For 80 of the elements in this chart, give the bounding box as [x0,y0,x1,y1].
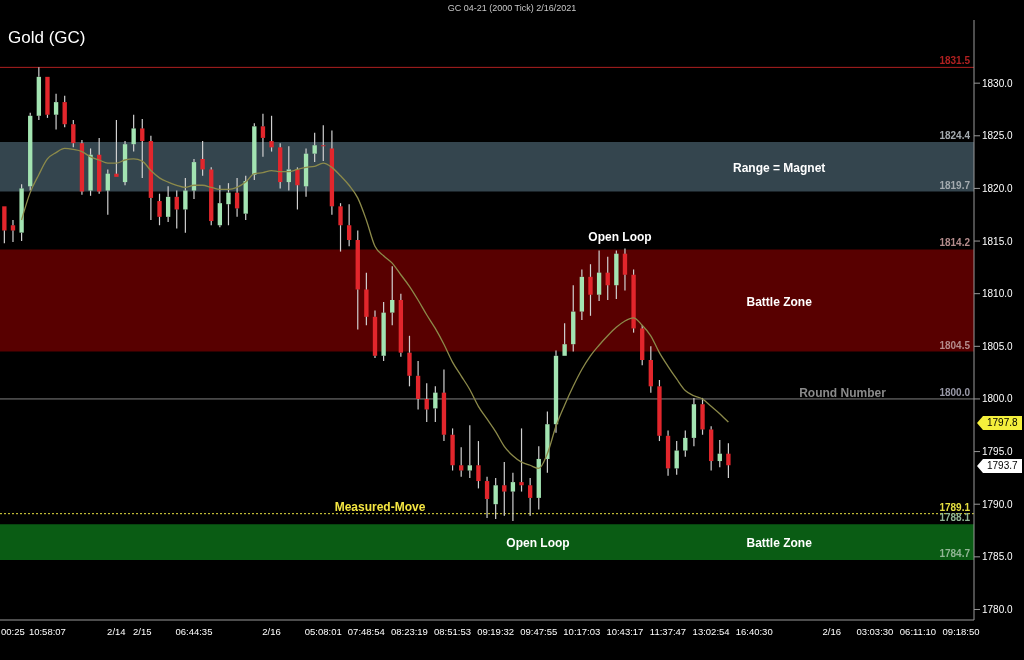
y-tick-label: 1795.0 [982,446,1014,458]
y-tick-label: 1785.0 [982,551,1014,563]
x-tick-label: 2/16 [262,625,281,637]
candlestick [53,93,59,131]
band-label: Battle Zone [746,294,813,309]
candlestick [484,476,490,519]
x-tick-label: 08:51:53 [434,625,472,637]
annotation: 1804.5 [939,339,971,351]
candlestick [346,203,352,247]
candlestick [665,429,671,477]
candlestick [441,368,447,442]
candlestick [631,268,636,334]
candlestick [165,185,171,223]
candlestick [510,472,516,522]
candlestick [260,113,266,158]
text: 1793.7 [983,459,1022,473]
y-tick-label: 1780.0 [982,604,1014,616]
candlestick [596,249,602,302]
annotation: 1831.5 [939,55,971,67]
candlestick [691,397,697,447]
candlestick [553,349,559,434]
candlestick [372,309,378,359]
ref-line-label: Round Number [799,385,887,400]
candlestick [79,139,85,196]
band-label: Range = Magnet [733,160,826,175]
x-tick-label: 07:48:54 [347,625,385,637]
candlestick [622,247,628,292]
annotation: Measured-Move [334,500,426,514]
y-tick-label: 1820.0 [982,182,1014,194]
candlestick [415,360,421,411]
x-tick-label: 05:08:01 [304,625,342,637]
y-tick-label: 1810.0 [982,288,1014,300]
candlestick [10,219,16,243]
chart-subtitle: GC 04-21 (2000 Tick) 2/16/2021 [446,3,578,13]
candlestick [269,115,274,153]
x-tick-label: 2/14 [107,625,126,637]
annotation: 1800.0 [939,386,971,398]
annotation: 1784.7 [939,548,971,559]
x-tick-label: 11:37:47 [649,625,687,637]
x-tick-label: 10:58:07 [28,625,66,637]
x-tick-label: 06:44:35 [175,625,213,637]
annotation: Open Loop [506,536,570,550]
text: Gold (GC) [8,28,86,48]
candlestick [502,461,507,517]
x-tick-label: 2/16 [822,625,842,637]
x-tick-label: 2/15 [132,625,152,637]
x-tick-label: 06:11:10 [899,625,937,637]
x-tick-label: 13:02:54 [692,625,730,637]
candlestick [579,268,585,321]
y-tick-label: 1805.0 [982,340,1014,352]
annotation: Open Loop [588,230,652,244]
band-label: Battle Zone [746,536,813,551]
y-tick-label: 1815.0 [982,235,1014,247]
line-series [20,147,729,470]
x-tick-label: 09:47:55 [520,625,558,637]
annotation: 1824.4 [939,130,971,142]
x-tick-label: 09:19:32 [477,625,515,637]
y-tick-label: 1790.0 [982,498,1014,510]
annotation: 1814.2 [939,237,971,249]
y-tick-label: 1830.0 [982,77,1014,89]
text: 1797.8 [983,416,1022,430]
annotation: 1788.1 [939,512,971,524]
y-tick-label: 1800.0 [982,393,1014,405]
candlestick [329,129,335,216]
candlestick [105,168,110,216]
candlestick [398,293,404,358]
annotation: 1819.7 [939,179,971,191]
x-tick-label: 10:43:17 [606,625,644,637]
x-tick-label: 00:25 [1,625,25,637]
x-tick-label: 08:23:19 [390,625,428,637]
candlestick [114,119,119,177]
x-tick-label: 03:03:30 [856,625,894,637]
candlestick [562,322,567,356]
x-tick-label: 09:18:50 [942,625,980,637]
y-tick-label: 1825.0 [982,130,1014,142]
candlestick [527,477,533,517]
x-tick-label: 16:40:30 [735,625,773,637]
annotation: 1789.1 [939,501,971,513]
candlestick [191,158,197,200]
x-tick-label: 10:17:03 [563,625,601,637]
